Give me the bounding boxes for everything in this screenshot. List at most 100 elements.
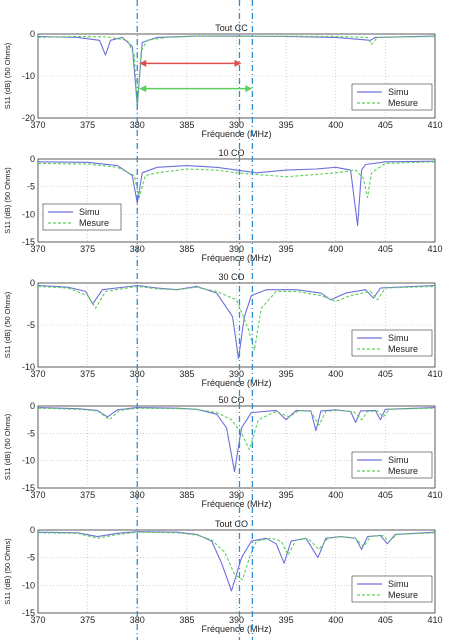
x-tick-label: 395	[279, 244, 294, 254]
x-tick-label: 385	[179, 120, 194, 130]
legend-label: Mesure	[388, 344, 418, 354]
x-tick-label: 375	[80, 615, 95, 625]
x-tick-label: 370	[30, 490, 45, 500]
x-tick-label: 400	[328, 369, 343, 379]
x-tick-label: 390	[229, 490, 244, 500]
chart-title: 10 CO	[218, 148, 244, 158]
x-tick-label: 390	[229, 369, 244, 379]
x-tick-label: 400	[328, 490, 343, 500]
y-tick-label: -20	[22, 113, 35, 123]
y-tick-label: -10	[22, 580, 35, 590]
x-tick-label: 375	[80, 369, 95, 379]
series-line-mesure	[37, 161, 436, 199]
series-line-simu	[37, 35, 436, 106]
y-tick-label: -5	[27, 182, 35, 192]
x-tick-label: 410	[427, 369, 442, 379]
x-tick-label: 390	[229, 120, 244, 130]
chart-title: Tout CO	[215, 519, 248, 529]
arrow-head-left	[139, 85, 147, 93]
y-tick-label: -5	[27, 320, 35, 330]
x-tick-label: 410	[427, 120, 442, 130]
y-axis-label: S11 (dB) (50 Ohms)	[3, 167, 12, 234]
y-axis-label: S11 (dB) (50 Ohms)	[3, 291, 12, 358]
y-tick-label: -15	[22, 608, 35, 618]
x-tick-label: 405	[378, 120, 393, 130]
x-axis-label: Fréquence (MHz)	[201, 129, 271, 139]
x-tick-label: 405	[378, 490, 393, 500]
legend-box	[351, 329, 433, 357]
x-axis-label: Fréquence (MHz)	[201, 378, 271, 388]
x-axis-label: Fréquence (MHz)	[201, 253, 271, 263]
y-axis-label: S11 (dB) (50 Ohms)	[3, 538, 12, 605]
legend-label: Simu	[388, 455, 409, 465]
series-line-mesure	[37, 35, 436, 111]
chart-title: Tout CC	[215, 23, 248, 33]
x-tick-label: 395	[279, 490, 294, 500]
x-tick-label: 405	[378, 244, 393, 254]
legend-box	[42, 203, 122, 231]
chart-title: 50 CO	[218, 395, 244, 405]
x-tick-label: 370	[30, 120, 45, 130]
y-tick-label: -10	[22, 456, 35, 466]
x-tick-label: 375	[80, 120, 95, 130]
x-tick-label: 395	[279, 615, 294, 625]
y-axis-label: S11 (dB) (50 Ohms)	[3, 42, 12, 109]
x-tick-label: 370	[30, 615, 45, 625]
x-tick-label: 395	[279, 369, 294, 379]
arrow-head-right	[234, 59, 242, 67]
chart-panel-5: 3703753803853903954004054100-5-10-15Tout…	[3, 519, 443, 634]
y-axis-label: S11 (dB) (50 Ohms)	[3, 413, 12, 480]
legend-label: Simu	[79, 207, 100, 217]
x-tick-label: 410	[427, 615, 442, 625]
x-tick-label: 405	[378, 615, 393, 625]
y-tick-label: 0	[30, 29, 35, 39]
y-tick-label: 0	[30, 401, 35, 411]
y-tick-label: 0	[30, 278, 35, 288]
y-tick-label: -5	[27, 428, 35, 438]
series-line-mesure	[37, 285, 436, 351]
arrow-head-right	[245, 85, 253, 93]
legend-box	[351, 83, 433, 111]
chart-panel-1: 370 375 380 385 390 395 400 405 410 0 -10 -20 Tout C…	[3, 23, 443, 139]
y-tick-label: -5	[27, 553, 35, 563]
y-tick-label: -10	[22, 362, 35, 372]
arrow-head-left	[139, 59, 147, 67]
x-tick-label: 390	[229, 615, 244, 625]
legend-label: Mesure	[79, 218, 109, 228]
x-tick-label: 385	[179, 244, 194, 254]
y-tick-label: -15	[22, 237, 35, 247]
x-tick-label: 400	[328, 244, 343, 254]
x-tick-label: 370	[30, 369, 45, 379]
legend-label: Simu	[388, 87, 409, 97]
y-tick-label: 0	[30, 525, 35, 535]
legend-label: Mesure	[388, 98, 418, 108]
x-tick-label: 405	[378, 369, 393, 379]
y-tick-label: -15	[22, 483, 35, 493]
x-tick-label: 410	[427, 244, 442, 254]
legend-label: Mesure	[388, 466, 418, 476]
x-tick-label: 375	[80, 244, 95, 254]
series-line-mesure	[37, 531, 436, 581]
x-tick-label: 380	[130, 120, 145, 130]
x-tick-label: 385	[179, 369, 194, 379]
series-line-simu	[37, 407, 436, 473]
legend-label: Simu	[388, 333, 409, 343]
x-tick-label: 390	[229, 244, 244, 254]
x-axis-label: Fréquence (MHz)	[201, 624, 271, 634]
legend-label: Simu	[388, 579, 409, 589]
chart-title: 30 CO	[218, 272, 244, 282]
series-line-simu	[37, 531, 436, 592]
series-line-simu	[37, 160, 436, 226]
legend-label: Mesure	[388, 590, 418, 600]
y-tick-label: -10	[22, 209, 35, 219]
x-tick-label: 375	[80, 490, 95, 500]
x-tick-label: 370	[30, 244, 45, 254]
x-axis-label: Fréquence (MHz)	[201, 499, 271, 509]
